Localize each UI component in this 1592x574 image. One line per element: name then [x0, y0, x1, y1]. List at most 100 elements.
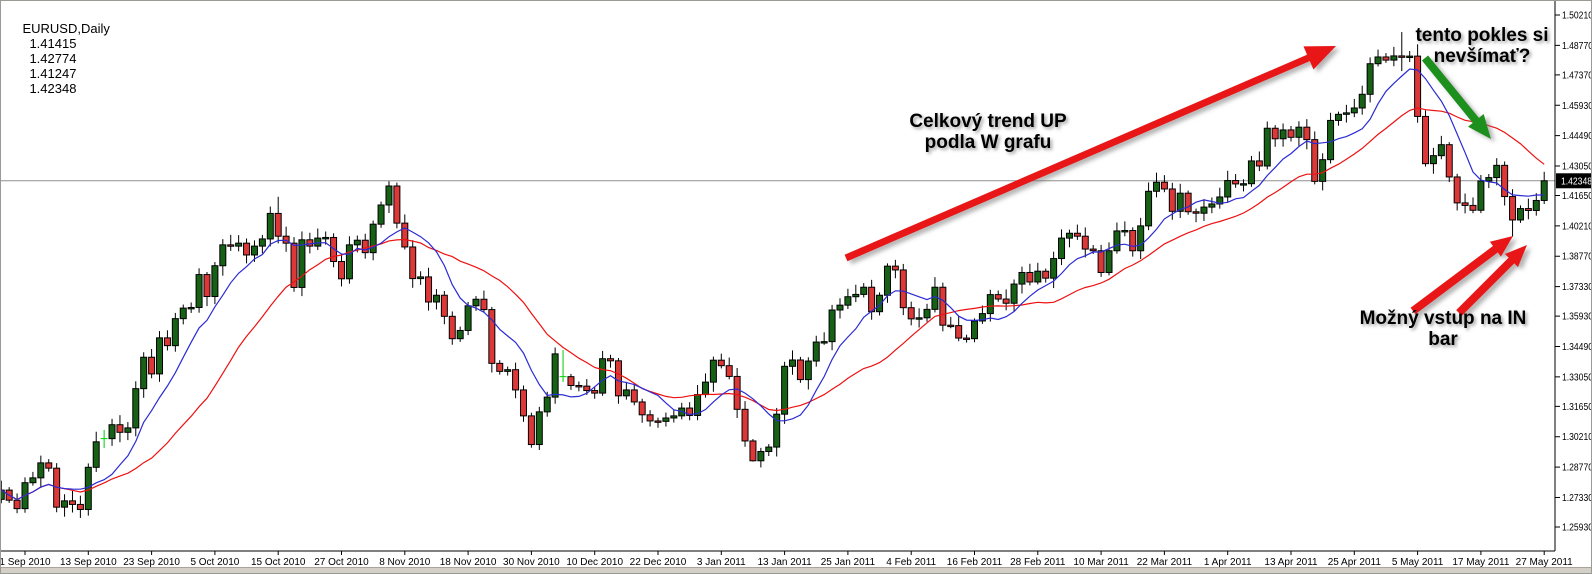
- bull-candle: [1279, 129, 1287, 140]
- bull-candle: [1240, 183, 1248, 186]
- bull-candle: [971, 320, 978, 340]
- bear-candle: [955, 325, 963, 339]
- bear-candle: [393, 185, 401, 224]
- annotation-ignore-decline-text[interactable]: tento pokles si nevšímať?: [1415, 25, 1548, 67]
- price-tick-label: 1.40210: [1562, 221, 1592, 232]
- bear-candle: [1073, 232, 1081, 237]
- bear-candle: [947, 324, 955, 328]
- bear-candle: [1089, 248, 1097, 252]
- bull-candle: [1493, 164, 1501, 179]
- bull-candle: [1327, 119, 1335, 161]
- bull-candle: [1010, 283, 1018, 304]
- bull-candle: [195, 274, 203, 308]
- bull-candle: [353, 239, 361, 246]
- bull-candle: [781, 365, 789, 415]
- date-tick-label: 10 Mar 2011: [1073, 557, 1129, 567]
- bull-candle: [219, 244, 227, 267]
- date-tick-label: 13 Jan 2011: [757, 557, 812, 567]
- candlestick-series: [1, 32, 1548, 518]
- bull-candle: [804, 360, 812, 381]
- window-bottom-strip: [1, 567, 1591, 573]
- bull-candle: [701, 381, 709, 396]
- date-tick-label: 4 Feb 2011: [886, 557, 936, 567]
- bear-candle: [575, 384, 583, 388]
- bear-candle: [749, 440, 757, 462]
- bear-candle: [1461, 202, 1469, 206]
- annotation-trend-line2: podla W grafu: [924, 132, 1052, 153]
- annotation-entry-text[interactable]: Možný vstup na IN bar: [1360, 308, 1527, 350]
- date-tick-label: 22 Dec 2010: [630, 557, 687, 567]
- bear-candle: [891, 265, 899, 271]
- bear-candle: [1382, 56, 1390, 61]
- price-tick-label: 1.43050: [1562, 161, 1592, 172]
- price-tick-label: 1.31650: [1562, 402, 1592, 413]
- bull-candle: [1050, 258, 1058, 279]
- price-scale[interactable]: 1.50210 1.48770 1.47370 1.45930 1.44490 1.430…: [1555, 11, 1592, 534]
- price-tick-label: 1.45930: [1562, 101, 1592, 112]
- entry-arrow-left[interactable]: [1410, 236, 1513, 315]
- uptrend-arrow[interactable]: [844, 46, 1336, 262]
- bear-candle: [1414, 55, 1422, 117]
- bear-candle: [583, 385, 591, 392]
- bear-candle: [868, 286, 876, 313]
- bear-candle: [646, 414, 654, 422]
- bull-candle: [662, 417, 670, 422]
- bear-candle: [1422, 115, 1430, 165]
- bull-candle: [844, 296, 852, 306]
- bull-candle: [1374, 56, 1382, 65]
- ohlc-close-value: 1.42348: [29, 81, 77, 96]
- bull-candle: [171, 318, 179, 347]
- bull-candle: [836, 304, 844, 311]
- price-tick-label: 1.35930: [1562, 312, 1592, 323]
- bull-candle: [1145, 190, 1153, 227]
- bull-candle: [258, 238, 266, 247]
- bear-candle: [638, 401, 646, 416]
- bear-candle: [68, 500, 76, 505]
- bull-candle: [92, 441, 100, 468]
- date-tick-label: 23 Sep 2010: [123, 557, 180, 567]
- bear-candle: [994, 294, 1002, 300]
- bear-candle: [440, 294, 448, 317]
- bull-candle: [1113, 230, 1121, 252]
- price-tick-label: 1.33050: [1562, 372, 1592, 383]
- ohlc-high-value: 1.42774: [29, 51, 77, 66]
- bear-candle: [496, 362, 504, 372]
- time-scale[interactable]: 1 Sep 2010 13 Sep 2010 23 Sep 2010 5 Oct 20…: [1, 551, 1573, 567]
- bull-candle: [1319, 159, 1327, 182]
- ignore-decline-arrow[interactable]: [1421, 55, 1491, 139]
- bull-candle: [622, 389, 630, 397]
- bull-candle: [709, 359, 717, 383]
- bull-candle: [345, 244, 353, 280]
- bull-candle: [179, 307, 187, 320]
- bull-candle: [820, 341, 828, 344]
- bear-candle: [1271, 127, 1279, 140]
- bear-candle: [939, 286, 947, 326]
- bull-candle: [1429, 155, 1437, 165]
- annotation-entry-line1: Možný vstup na IN: [1359, 308, 1527, 329]
- fast-ma-line[interactable]: [1, 68, 1545, 501]
- bear-candle: [1192, 211, 1200, 214]
- bull-candle: [773, 413, 781, 448]
- entry-arrow-right[interactable]: [1456, 245, 1527, 316]
- price-tick-label: 1.34490: [1562, 342, 1592, 353]
- date-tick-label: 13 Sep 2010: [60, 557, 117, 567]
- bear-candle: [401, 222, 409, 248]
- bear-candle: [1287, 129, 1295, 138]
- price-tick-label: 1.47370: [1562, 70, 1592, 81]
- bull-candle: [369, 223, 377, 254]
- bull-candle: [986, 294, 994, 315]
- symbol-period-label: EURUSD,Daily: [22, 21, 110, 36]
- bull-candle: [915, 317, 923, 320]
- annotation-trend-text[interactable]: Celkový trend UP podla W grafu: [909, 111, 1066, 153]
- bear-candle: [116, 424, 124, 433]
- bear-candle: [203, 274, 211, 298]
- bull-candle: [235, 242, 243, 247]
- slow-ma-line[interactable]: [1, 107, 1545, 501]
- bull-candle: [1485, 177, 1493, 182]
- bear-candle: [1524, 208, 1532, 211]
- bear-candle: [425, 276, 433, 303]
- bull-candle: [1018, 271, 1026, 285]
- bull-candle: [417, 276, 425, 280]
- date-tick-label: 10 Dec 2010: [566, 557, 623, 567]
